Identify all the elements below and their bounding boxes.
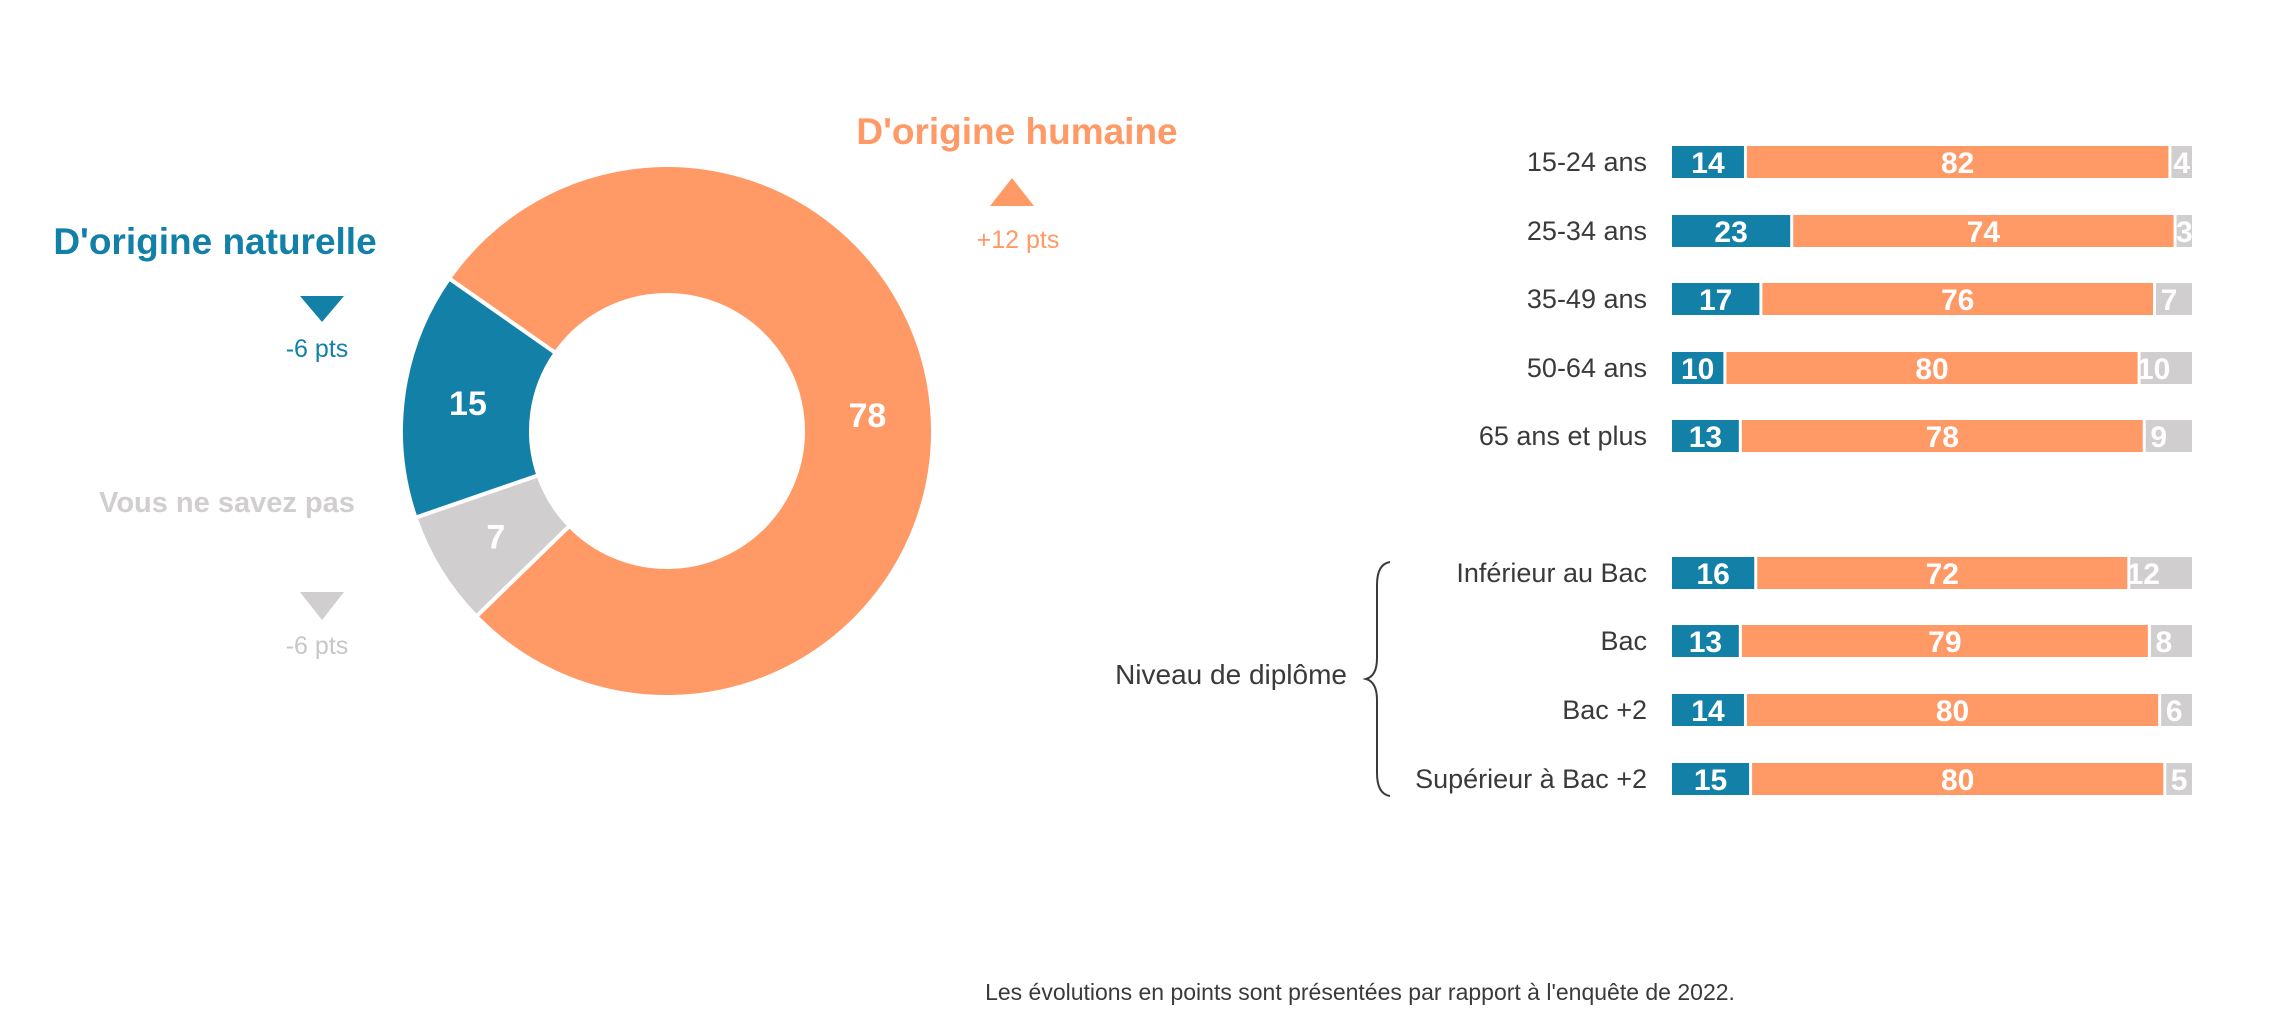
bar-segment-humaine bbox=[1746, 694, 2159, 726]
group-brace bbox=[1362, 561, 1391, 797]
donut-slice-naturelle bbox=[399, 275, 559, 521]
bar-segment-naturelle bbox=[1672, 146, 1744, 178]
bar-value-label-nsp: 10 bbox=[2137, 353, 2170, 386]
label-naturelle: D'origine naturelle bbox=[53, 221, 376, 262]
bar-value-label-naturelle: 17 bbox=[1699, 284, 1732, 317]
category-label: 65 ans et plus bbox=[1479, 421, 1647, 451]
stacked-bar-chart: 15-24 ans 14 82 4 25-34 ans 23 74 3 35-49 ans 17 7… bbox=[1415, 146, 2193, 797]
group-label-diplome: Niveau de diplôme bbox=[1115, 659, 1347, 690]
bar-segment-nsp bbox=[2166, 763, 2192, 795]
bar-segment-naturelle bbox=[1672, 283, 1760, 315]
bar-segment-naturelle bbox=[1672, 625, 1739, 657]
bar-segment-humaine bbox=[1726, 352, 2138, 384]
bar-value-label-nsp: 4 bbox=[2173, 147, 2190, 180]
change-humaine: +12 pts bbox=[977, 226, 1060, 254]
donut-slice-humaine bbox=[446, 163, 935, 699]
bar-value-label-naturelle: 15 bbox=[1694, 764, 1727, 797]
bar-segment-naturelle bbox=[1672, 694, 1744, 726]
category-label: Supérieur à Bac +2 bbox=[1415, 764, 1647, 794]
category-label: Inférieur au Bac bbox=[1456, 558, 1647, 588]
arrow-up-humaine-icon bbox=[990, 178, 1034, 206]
bar-segment-humaine bbox=[1741, 625, 2148, 657]
bar-segment-humaine bbox=[1757, 557, 2128, 589]
label-humaine: D'origine humaine bbox=[856, 111, 1177, 152]
bar-segment-nsp bbox=[2176, 215, 2192, 247]
bar-value-label-humaine: 80 bbox=[1941, 764, 1974, 797]
bar-value-label-naturelle: 13 bbox=[1689, 626, 1722, 659]
bar-segment-nsp bbox=[2150, 625, 2192, 657]
bar-value-label-naturelle: 16 bbox=[1696, 558, 1729, 591]
donut-value-label-nsp: 7 bbox=[486, 518, 505, 556]
arrow-down-nsp-icon bbox=[300, 592, 344, 620]
bar-segment-nsp bbox=[2161, 694, 2192, 726]
bar-segment-naturelle bbox=[1672, 557, 1755, 589]
bar-value-label-humaine: 78 bbox=[1926, 421, 1959, 454]
bar-value-label-nsp: 3 bbox=[2176, 216, 2193, 249]
bar-value-label-nsp: 9 bbox=[2150, 421, 2167, 454]
bar-segment-humaine bbox=[1741, 420, 2143, 452]
category-label: Bac bbox=[1600, 626, 1647, 656]
bar-segment-nsp bbox=[2130, 557, 2192, 589]
bar-segment-nsp bbox=[2171, 146, 2192, 178]
category-label: 35-49 ans bbox=[1527, 284, 1647, 314]
bar-value-label-humaine: 82 bbox=[1941, 147, 1974, 180]
bar-segment-humaine bbox=[1793, 215, 2174, 247]
bar-value-label-nsp: 5 bbox=[2171, 764, 2188, 797]
bar-segment-nsp bbox=[2145, 420, 2192, 452]
bar-segment-naturelle bbox=[1672, 763, 1750, 795]
bar-value-label-naturelle: 14 bbox=[1691, 695, 1725, 728]
donut-value-label-humaine: 78 bbox=[848, 397, 886, 435]
bar-value-label-naturelle: 10 bbox=[1681, 353, 1714, 386]
bar-value-label-naturelle: 13 bbox=[1689, 421, 1722, 454]
bar-value-label-nsp: 8 bbox=[2156, 626, 2173, 659]
bar-segment-naturelle bbox=[1672, 420, 1739, 452]
category-label: 50-64 ans bbox=[1527, 353, 1647, 383]
bar-value-label-naturelle: 23 bbox=[1714, 216, 1747, 249]
bar-value-label-humaine: 74 bbox=[1967, 216, 2001, 249]
bar-value-label-humaine: 80 bbox=[1936, 695, 1969, 728]
bar-value-label-nsp: 12 bbox=[2127, 558, 2160, 591]
change-nsp: -6 pts bbox=[286, 632, 349, 660]
label-nsp: Vous ne savez pas bbox=[99, 487, 355, 519]
bar-segment-humaine bbox=[1746, 146, 2169, 178]
footnote: Les évolutions en points sont présentées… bbox=[985, 979, 1735, 1005]
bar-value-label-humaine: 72 bbox=[1926, 558, 1959, 591]
bar-value-label-nsp: 7 bbox=[2161, 284, 2178, 317]
category-label: 25-34 ans bbox=[1527, 216, 1647, 246]
bar-segment-naturelle bbox=[1672, 352, 1724, 384]
bar-value-label-humaine: 80 bbox=[1915, 353, 1948, 386]
bar-value-label-nsp: 6 bbox=[2166, 695, 2183, 728]
bar-value-label-naturelle: 14 bbox=[1691, 147, 1725, 180]
arrow-down-naturelle-icon bbox=[300, 296, 344, 322]
donut-chart: 78 7 15 bbox=[399, 163, 935, 699]
category-label: Bac +2 bbox=[1562, 695, 1647, 725]
change-naturelle: -6 pts bbox=[286, 335, 349, 363]
bar-value-label-humaine: 79 bbox=[1928, 626, 1961, 659]
category-label: 15-24 ans bbox=[1527, 147, 1647, 177]
bar-segment-nsp bbox=[2156, 283, 2192, 315]
bar-segment-nsp bbox=[2140, 352, 2192, 384]
donut-value-label-naturelle: 15 bbox=[449, 385, 487, 423]
bar-value-label-humaine: 76 bbox=[1941, 284, 1974, 317]
bar-segment-humaine bbox=[1752, 763, 2164, 795]
bar-segment-humaine bbox=[1762, 283, 2154, 315]
bar-segment-naturelle bbox=[1672, 215, 1791, 247]
